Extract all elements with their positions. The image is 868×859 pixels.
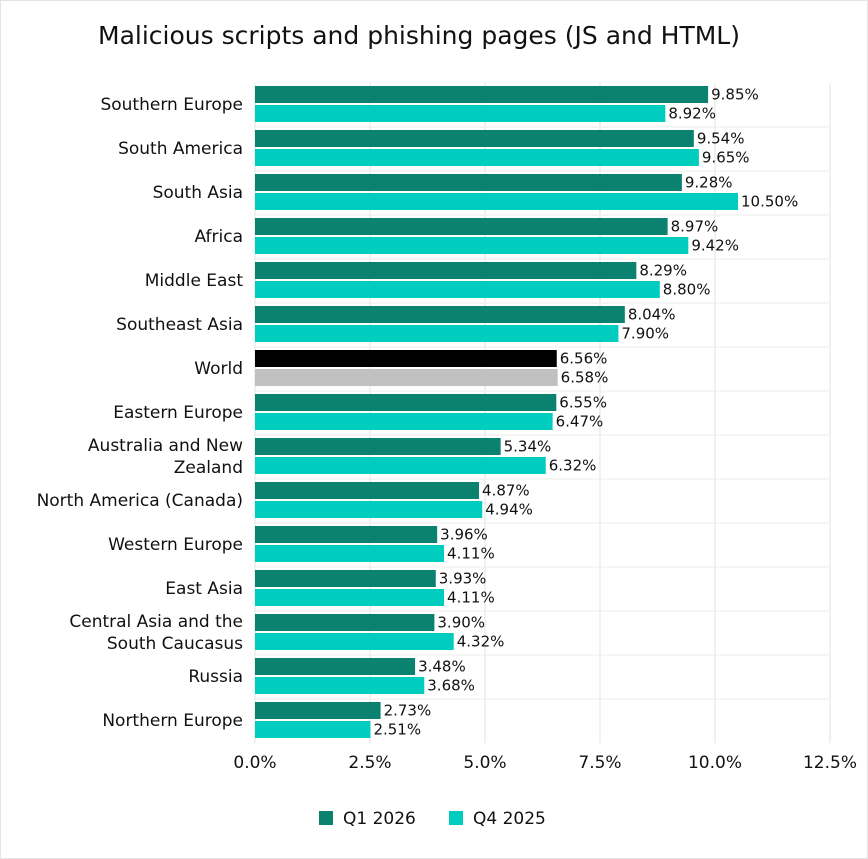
value-label: 2.51% [373,721,421,739]
y-tick-label: North America (Canada) [36,491,243,511]
bar [255,262,637,279]
value-label: 4.87% [482,482,530,500]
bar [255,482,480,499]
y-tick-label: Eastern Europe [113,403,243,423]
bar [255,193,738,210]
y-tick-label: Western Europe [108,535,243,555]
value-label: 7.90% [621,325,669,343]
bar [255,218,668,235]
legend-swatch [449,811,463,825]
bar [255,306,625,323]
x-tick-label: 7.5% [578,753,621,773]
value-label: 3.48% [418,658,466,676]
bar [255,501,483,518]
y-tick-label: Russia [188,667,243,687]
bar [255,350,557,367]
bar [255,394,557,411]
bar [255,174,682,191]
value-label: 8.29% [639,262,687,280]
y-tick-label: South America [118,139,243,159]
value-label: 6.55% [559,394,607,412]
value-label: 3.93% [439,570,487,588]
bar [255,589,445,606]
value-label: 6.32% [549,457,597,475]
y-tick-label: Northern Europe [102,711,243,731]
value-label: 9.85% [711,86,759,104]
bar [255,570,436,587]
value-label: 6.47% [556,413,604,431]
bar [255,526,438,543]
value-label: 4.32% [457,633,505,651]
value-label: 2.73% [384,702,432,720]
value-label: 9.42% [691,237,739,255]
value-label: 8.97% [671,218,719,236]
value-label: 3.68% [427,677,475,695]
value-label: 8.04% [628,306,676,324]
value-label: 6.56% [560,350,608,368]
legend-swatch [319,811,333,825]
value-label: 4.94% [485,501,533,519]
value-label: 9.54% [697,130,745,148]
bar [255,438,501,455]
value-label: 10.50% [741,193,798,211]
value-label: 6.58% [561,369,609,387]
bar [255,281,660,298]
value-label: 3.96% [440,526,488,544]
x-tick-label: 5.0% [463,753,506,773]
value-label: 5.34% [504,438,552,456]
bar [255,614,435,631]
bar [255,369,558,386]
y-tick-label: Africa [194,227,244,247]
value-label: 4.11% [447,545,495,563]
y-tick-label: Australia and New Zealand [87,436,243,478]
bar [255,702,381,719]
bar [255,413,553,430]
y-tick-label: Southeast Asia [116,315,243,335]
x-tick-label: 2.5% [348,753,391,773]
value-label: 8.80% [663,281,711,299]
legend-label: Q4 2025 [473,809,546,829]
bar [255,658,416,675]
bar [255,86,709,103]
bar [255,545,445,562]
value-label: 4.11% [447,589,495,607]
value-label: 9.28% [685,174,733,192]
bar [255,237,689,254]
y-tick-label: East Asia [165,579,243,599]
bar [255,721,371,738]
bar [255,457,546,474]
bar [255,677,425,694]
y-tick-label: World [194,359,243,379]
value-label: 8.92% [668,105,716,123]
chart-title: Malicious scripts and phishing pages (JS… [98,21,740,50]
bar [255,633,454,650]
y-tick-label: Middle East [144,271,243,291]
bar [255,149,699,166]
legend-label: Q1 2026 [343,809,416,829]
bar [255,130,694,147]
y-tick-label: South Asia [152,183,243,203]
x-tick-label: 10.0% [688,753,742,773]
value-label: 9.65% [702,149,750,167]
value-label: 3.90% [437,614,485,632]
x-tick-label: 0.0% [233,753,276,773]
y-tick-label: Southern Europe [100,95,243,115]
y-tick-label: Central Asia and the South Caucasus [69,612,243,654]
bar [255,325,619,342]
x-tick-label: 12.5% [803,753,857,773]
bar [255,105,666,122]
